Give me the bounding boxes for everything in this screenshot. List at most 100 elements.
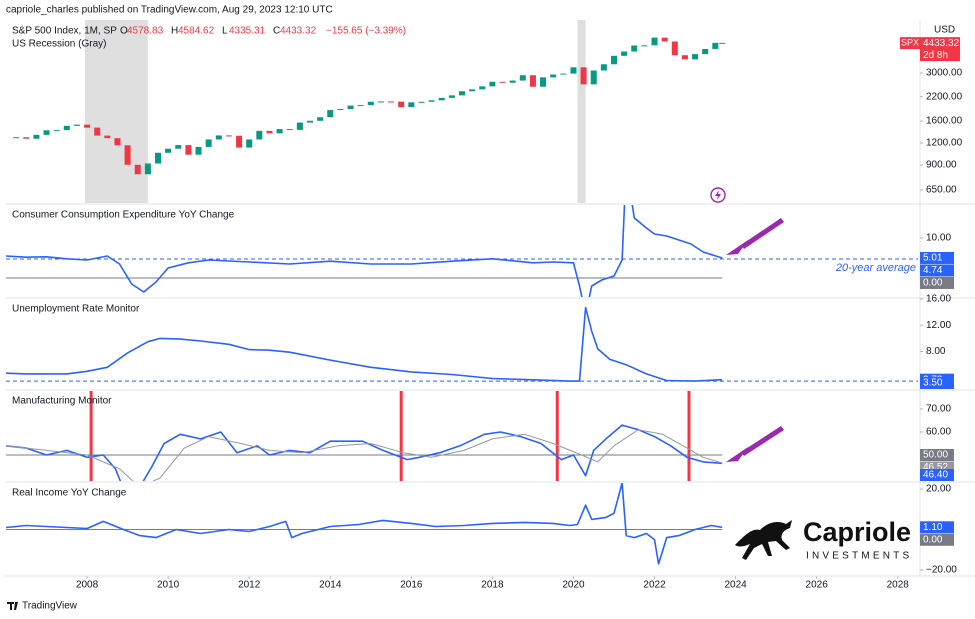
candle	[540, 77, 547, 87]
series-line	[5, 205, 723, 297]
candle	[428, 100, 435, 102]
value-box	[920, 377, 954, 389]
series-line	[5, 424, 723, 481]
pane-title: Unemployment Rate Monitor	[12, 304, 140, 315]
symbol-tag	[900, 37, 920, 50]
y-tick-label: 20.00	[926, 484, 951, 495]
value-box-label: 1.10	[923, 522, 943, 533]
last-price: 4433.32	[923, 38, 960, 49]
annotation-arrow	[726, 218, 784, 255]
candle	[165, 148, 172, 153]
value-box-label: 0.00	[923, 278, 943, 289]
candle	[185, 145, 192, 155]
candle	[175, 145, 182, 149]
legend-entry: US Recession (Gray)	[12, 39, 106, 50]
value-box	[920, 251, 954, 264]
candle	[236, 135, 243, 148]
y-tick-label: 70.00	[926, 404, 951, 415]
countdown: 2d 8h	[923, 50, 948, 61]
candle	[195, 146, 202, 155]
value-box-label: 46.40	[923, 470, 948, 481]
candle	[367, 101, 374, 106]
candle	[499, 81, 506, 83]
candle	[73, 124, 80, 126]
pane-title: Manufacturing Monitor	[12, 396, 112, 407]
signal-line	[687, 391, 691, 481]
candle	[671, 41, 678, 56]
logo-tagline: INVESTMENTS	[806, 551, 912, 562]
candle	[43, 130, 50, 135]
candle	[702, 48, 709, 55]
y-tick-label: 650.00	[926, 185, 957, 196]
candle	[529, 75, 536, 87]
x-tick-label: 2010	[157, 580, 180, 591]
value-box	[920, 276, 954, 289]
y-tick-label: 10.00	[926, 233, 951, 244]
annotation-arrow	[726, 426, 784, 462]
y-tick-label: 3000.00	[926, 68, 963, 79]
recession-band	[577, 20, 586, 203]
candle	[307, 120, 313, 123]
candle	[388, 101, 395, 103]
event-icon[interactable]	[710, 187, 726, 203]
candle	[246, 139, 253, 148]
pane	[5, 483, 723, 565]
candle	[33, 134, 40, 139]
pane	[5, 205, 918, 297]
candle	[550, 74, 557, 78]
candle	[509, 80, 516, 83]
candle	[23, 137, 30, 139]
value-box	[920, 448, 954, 461]
candle	[286, 129, 293, 131]
logo-name: Capriole	[803, 517, 911, 547]
candle	[692, 54, 699, 60]
reference-note: 20-year average	[835, 262, 916, 274]
ohlc-value: 4335.31	[229, 26, 266, 37]
last-price-box	[920, 37, 960, 62]
candle	[519, 75, 526, 81]
x-tick-label: 2022	[643, 580, 666, 591]
candle	[641, 45, 648, 47]
candle	[104, 135, 111, 139]
candle	[631, 45, 638, 52]
candle	[327, 110, 334, 118]
x-tick-label: 2014	[319, 580, 342, 591]
candle	[53, 130, 60, 132]
ohlc-value: 4578.83	[127, 26, 164, 37]
y-tick-label: 8.00	[926, 346, 946, 357]
candle	[296, 122, 303, 130]
candle	[317, 117, 324, 121]
ohlc-value: 4584.62	[178, 26, 215, 37]
y-tick-label: 900.00	[926, 160, 957, 171]
candle	[719, 42, 726, 44]
value-box-label: 3.50	[923, 378, 943, 389]
pane-title: Real Income YoY Change	[12, 488, 127, 499]
ohlc-key: O	[120, 26, 128, 37]
x-tick-label: 2012	[238, 580, 261, 591]
value-box	[920, 521, 954, 534]
series-line	[5, 483, 723, 565]
candle	[13, 137, 20, 139]
candle	[611, 55, 617, 65]
candle	[448, 95, 455, 98]
y-tick-label: 16.00	[926, 294, 951, 305]
candle	[205, 139, 212, 147]
pane-title: Consumer Consumption Expenditure YoY Cha…	[12, 210, 235, 221]
series-line	[5, 429, 723, 481]
candle	[560, 73, 567, 75]
currency: USD	[934, 25, 955, 36]
candle	[661, 37, 668, 42]
pane-title: S&P 500 Index, 1M, SP	[12, 26, 117, 37]
footer-text: TradingView	[22, 601, 78, 612]
x-tick-label: 2020	[562, 580, 585, 591]
candle	[215, 135, 222, 140]
y-tick-label: 2200.00	[926, 91, 963, 102]
candle	[600, 64, 607, 71]
ohlc-value: 4433.32	[280, 26, 317, 37]
candle	[469, 89, 476, 92]
candle	[651, 37, 658, 46]
value-box	[920, 533, 954, 546]
candle	[337, 109, 344, 111]
logo: Capriole INVESTMENTS	[735, 517, 912, 562]
x-tick-label: 2018	[481, 580, 504, 591]
